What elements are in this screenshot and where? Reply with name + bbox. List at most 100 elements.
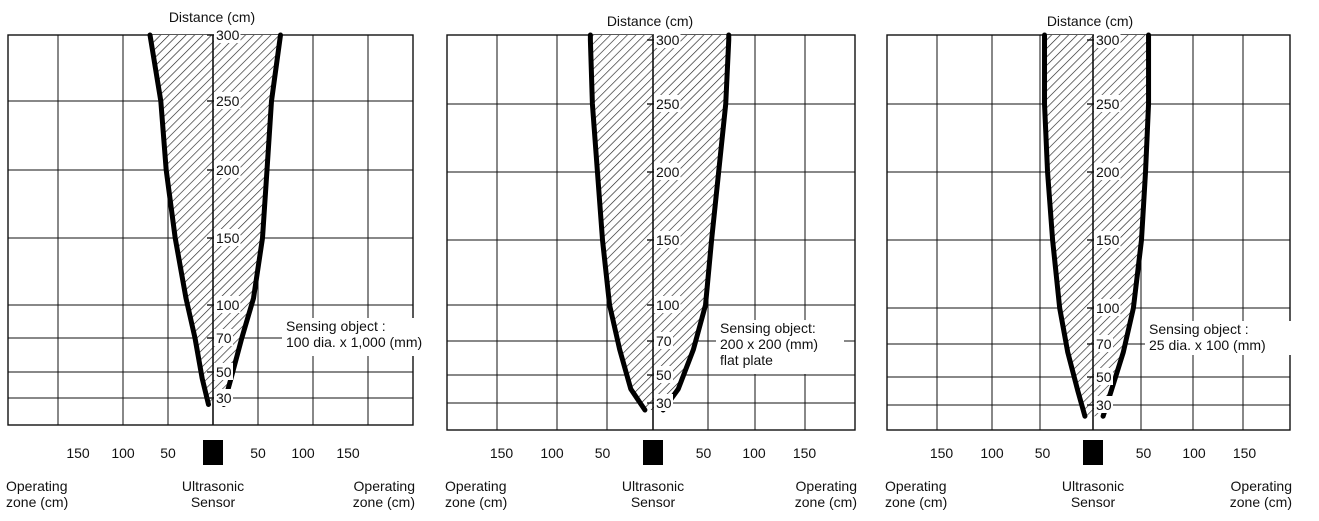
annotation-bg [1145,321,1295,355]
y-tick-label-bg [214,92,241,109]
x-label-right-line: zone (cm) [1230,494,1292,510]
y-tick-label: 250 [216,93,240,109]
y-tick-label-bg [214,296,241,313]
sensing-zone-area [150,35,281,405]
y-tick-label-bg [654,394,673,411]
x-label-right-line: Operating [1231,478,1292,494]
y-tick-label-bg [214,389,233,406]
x-label-left-line: Operating [6,478,67,494]
zone-boundary-left [1042,32,1088,419]
x-label-right-line: zone (cm) [353,494,415,510]
x-label-center-line: Sensor [631,494,676,510]
x-label-center: Ultrasonic Sensor [1062,478,1124,510]
x-tick-label: 150 [336,445,360,461]
sensing-zone-area [1044,35,1149,417]
chart-title: Distance (cm) [1047,13,1133,29]
x-label-center-line: Ultrasonic [1062,478,1124,494]
sensing-object-annotation-line: Sensing object : [286,318,386,334]
y-tick-label: 150 [216,230,240,246]
sensing-object-annotation-line: 25 dia. x 100 (mm) [1149,337,1266,353]
x-tick-label: 50 [1035,445,1051,461]
y-tick-label: 250 [656,96,680,112]
y-tick-label-bg [214,161,241,178]
y-tick-label: 150 [656,232,680,248]
x-tick-label: 150 [490,445,514,461]
y-tick-label: 50 [1096,369,1112,385]
x-tick-label: 150 [1233,445,1257,461]
annotation-bg [282,318,452,356]
y-tick-label: 70 [216,330,232,346]
y-tick-label-bg [654,95,681,112]
sensing-object-annotation-line: Sensing object : [1149,321,1249,337]
y-tick-label: 100 [216,297,240,313]
y-tick-label-bg [1094,299,1121,316]
x-label-right: Operating zone (cm) [795,478,857,510]
y-tick-label: 70 [1096,336,1112,352]
x-tick-label: 100 [291,445,315,461]
zone-boundary-right [660,32,732,413]
x-tick-label: 50 [595,445,611,461]
y-tick-label: 150 [1096,232,1120,248]
x-label-right-line: Operating [796,478,857,494]
chart-title: Distance (cm) [169,9,255,25]
y-tick-label-bg [654,296,681,313]
y-tick-label: 200 [216,162,240,178]
y-tick-label-bg [654,332,673,349]
y-tick-label: 300 [216,27,240,43]
sensing-object-annotation-line: 200 x 200 (mm) [720,336,818,352]
sensing-object-annotation-line: 100 dia. x 1,000 (mm) [286,334,422,350]
y-tick-label-bg [654,31,681,48]
x-tick-label: 150 [793,445,817,461]
y-tick-label: 70 [656,333,672,349]
x-tick-label: 150 [66,445,90,461]
y-tick-label-bg [214,229,241,246]
chart-panel-3: 300 250 200 150 100 70 50 30 Distance (cm) 150 100… [885,13,1295,510]
x-label-center: Ultrasonic Sensor [182,478,244,510]
x-label-right-line: zone (cm) [795,494,857,510]
x-tick-label: 50 [160,445,176,461]
x-label-right: Operating zone (cm) [1230,478,1292,510]
x-tick-label: 150 [930,445,954,461]
x-tick-label: 50 [250,445,266,461]
x-tick-label: 50 [696,445,712,461]
y-tick-label-bg [214,26,241,43]
y-tick-label-bg [654,231,681,248]
x-label-left: Operating zone (cm) [885,478,947,510]
x-tick-label: 100 [540,445,564,461]
zone-boundary-left [147,32,211,407]
x-tick-label: 100 [980,445,1004,461]
y-tick-label: 200 [656,164,680,180]
y-tick-label-bg [1094,368,1113,385]
x-tick-label: 100 [742,445,766,461]
x-tick-label: 50 [1136,445,1152,461]
y-tick-label-bg [1094,163,1121,180]
chart-panel-1: 300 250 200 150 100 70 50 30 Distance (cm) 150 100… [6,9,452,510]
x-label-left: Operating zone (cm) [6,478,68,510]
sensing-object-annotation: Sensing object :100 dia. x 1,000 (mm) [286,318,422,350]
ultrasonic-sensor-block [1083,440,1103,465]
x-label-left-line: Operating [885,478,946,494]
ultrasonic-sensor-block [203,440,223,465]
x-label-right-line: Operating [354,478,415,494]
x-label-left-line: zone (cm) [445,494,507,510]
x-label-center-line: Ultrasonic [622,478,684,494]
x-label-center-line: Sensor [1071,494,1116,510]
x-label-center: Ultrasonic Sensor [622,478,684,510]
y-tick-label-bg [1094,335,1113,352]
sensing-object-annotation: Sensing object :25 dia. x 100 (mm) [1149,321,1266,353]
zone-boundary-left [587,32,648,413]
y-tick-label: 100 [656,297,680,313]
ultrasonic-sensor-block [643,440,663,465]
x-label-left-line: Operating [445,478,506,494]
y-tick-label-bg [654,366,673,383]
y-tick-label-bg [214,363,233,380]
y-tick-label-bg [1094,231,1121,248]
y-tick-label: 200 [1096,164,1120,180]
y-tick-label-bg [1094,396,1113,413]
y-tick-label: 30 [216,390,232,406]
chart-panel-2: 300 250 200 150 100 70 50 30 Distance (cm) 150 100… [445,13,857,510]
y-tick-label: 100 [1096,300,1120,316]
y-tick-label: 250 [1096,96,1120,112]
x-tick-label: 100 [111,445,135,461]
